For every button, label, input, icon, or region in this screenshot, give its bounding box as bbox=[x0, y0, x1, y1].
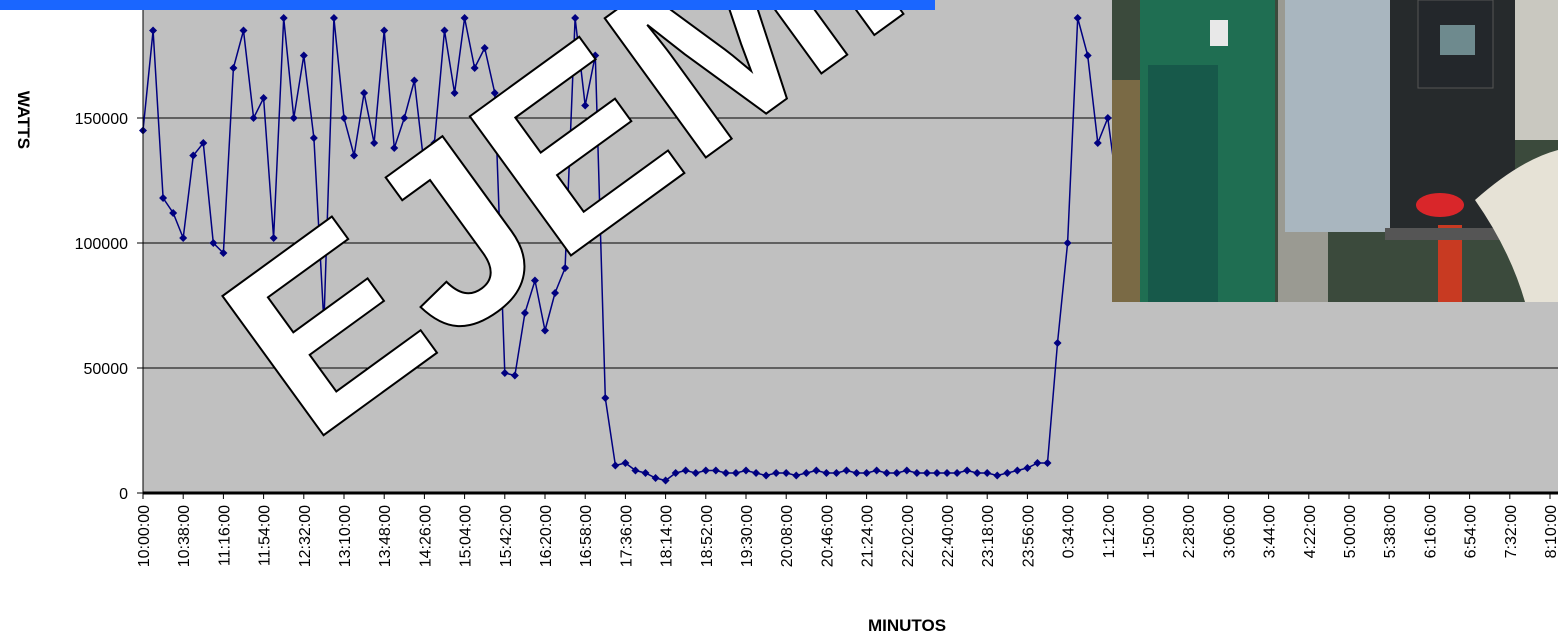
top-banner bbox=[0, 0, 935, 10]
x-tick-label: 11:54:00 bbox=[257, 505, 274, 566]
y-tick-label: 50000 bbox=[84, 361, 129, 378]
x-tick-label: 10:00:00 bbox=[136, 505, 153, 567]
x-tick-label: 15:04:00 bbox=[458, 505, 475, 567]
x-tick-label: 4:22:00 bbox=[1302, 505, 1319, 558]
x-tick-label: 22:40:00 bbox=[940, 505, 957, 567]
x-tick-label: 3:06:00 bbox=[1221, 505, 1238, 558]
x-tick-label: 11:16:00 bbox=[216, 505, 233, 566]
x-tick-label: 23:56:00 bbox=[1020, 505, 1037, 567]
y-tick-label: 150000 bbox=[75, 111, 128, 128]
x-tick-label: 1:12:00 bbox=[1101, 505, 1118, 558]
x-tick-label: 8:10:00 bbox=[1543, 505, 1558, 558]
x-tick-label: 2:28:00 bbox=[1181, 505, 1198, 558]
x-tick-label: 16:58:00 bbox=[578, 505, 595, 567]
x-tick-label: 16:20:00 bbox=[538, 505, 555, 567]
x-tick-label: 15:42:00 bbox=[498, 505, 515, 567]
x-tick-label: 20:08:00 bbox=[779, 505, 796, 567]
x-tick-label: 0:34:00 bbox=[1061, 505, 1078, 558]
photo-box-door bbox=[1285, 0, 1390, 232]
x-tick-label: 18:52:00 bbox=[699, 505, 716, 567]
photo bbox=[1112, 0, 1558, 302]
photo-meter-screen bbox=[1440, 25, 1475, 55]
x-tick-label: 13:10:00 bbox=[337, 505, 354, 567]
x-tick-label: 5:00:00 bbox=[1342, 505, 1359, 558]
y-axis-title: WATTS bbox=[14, 91, 33, 149]
x-tick-label: 6:54:00 bbox=[1463, 505, 1480, 558]
x-tick-label: 19:30:00 bbox=[739, 505, 756, 567]
x-tick-label: 22:02:00 bbox=[900, 505, 917, 567]
photo-door bbox=[1148, 65, 1218, 302]
x-tick-label: 12:32:00 bbox=[297, 505, 314, 567]
x-tick-label: 14:26:00 bbox=[417, 505, 434, 567]
x-tick-label: 23:18:00 bbox=[980, 505, 997, 567]
y-tick-label: 100000 bbox=[75, 236, 128, 253]
x-tick-label: 1:50:00 bbox=[1141, 505, 1158, 558]
x-tick-label: 6:16:00 bbox=[1422, 505, 1439, 558]
photo-wall bbox=[1515, 0, 1558, 140]
x-tick-label: 7:32:00 bbox=[1503, 505, 1520, 558]
x-tick-label: 5:38:00 bbox=[1382, 505, 1399, 558]
x-tick-label: 13:48:00 bbox=[377, 505, 394, 567]
x-tick-label: 3:44:00 bbox=[1262, 505, 1279, 558]
x-tick-label: 21:24:00 bbox=[860, 505, 877, 567]
photo-sign bbox=[1210, 20, 1228, 46]
y-tick-label: 0 bbox=[119, 486, 128, 503]
x-tick-label: 18:14:00 bbox=[659, 505, 676, 567]
x-tick-label: 10:38:00 bbox=[176, 505, 193, 567]
x-tick-label: 20:46:00 bbox=[819, 505, 836, 567]
x-tick-label: 17:36:00 bbox=[618, 505, 635, 567]
chart: 0 50000 100000 150000 10:00:00 10:38:00 11:16:… bbox=[0, 0, 1558, 636]
x-axis-title: MINUTOS bbox=[868, 616, 946, 635]
photo-clamp bbox=[1416, 193, 1464, 217]
